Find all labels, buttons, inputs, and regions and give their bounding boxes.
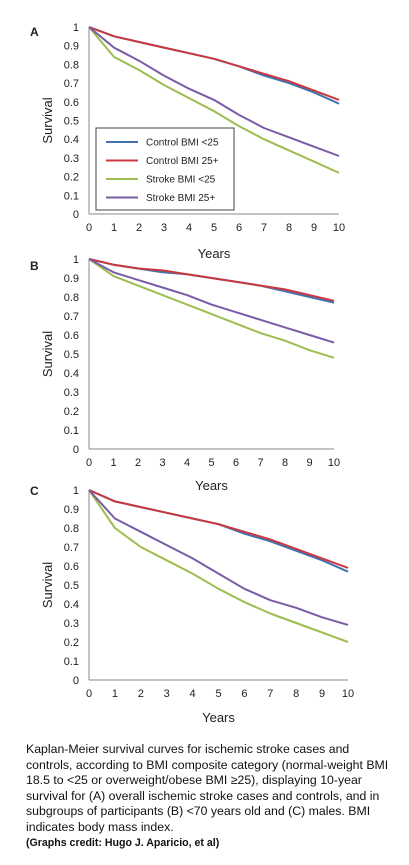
x-tick-label-a: 2: [136, 222, 142, 234]
y-axis-title-b: Survival: [40, 331, 55, 377]
series-line-c-3: [88, 489, 349, 643]
y-tick-label-b: 0: [73, 444, 79, 456]
series-line-a-3: [88, 26, 340, 174]
legend-label-2: Control BMI 25+: [146, 156, 219, 167]
x-tick-label-c: 5: [215, 688, 221, 700]
y-tick-label-b: 0.6: [64, 330, 79, 342]
x-tick-label-b: 1: [110, 457, 116, 469]
x-tick-label-b: 10: [328, 457, 340, 469]
survival-charts: A00.10.20.30.40.50.60.70.80.910 1 2 3 4 5 6 7 8 9…: [30, 22, 354, 725]
y-tick-label-b: 0.2: [64, 406, 79, 418]
figure-caption: Kaplan-Meier survival curves for ischemi…: [26, 742, 396, 851]
y-tick-label-c: 1: [73, 485, 79, 497]
series-line-b-3: [88, 258, 335, 359]
x-tick-label-c: 0: [86, 688, 92, 700]
y-tick-label-b: 0.3: [64, 387, 79, 399]
y-tick-label-c: 0.2: [64, 637, 79, 649]
x-tick-label-a: 10: [333, 222, 345, 234]
y-tick-label-c: 0.5: [64, 580, 79, 592]
y-tick-label-b: 0.9: [64, 273, 79, 285]
x-tick-label-a: 6: [236, 222, 242, 234]
y-tick-label-a: 0.6: [64, 97, 79, 109]
x-tick-label-c: 3: [164, 688, 170, 700]
y-tick-label-a: 0.2: [64, 172, 79, 184]
y-tick-label-a: 0.1: [64, 190, 79, 202]
panel-label-b: B: [30, 259, 39, 273]
y-tick-label-a: 0: [73, 209, 79, 221]
series-line-a-2: [88, 26, 340, 101]
y-tick-label-a: 0.7: [64, 78, 79, 90]
x-tick-label-a: 0: [86, 222, 92, 234]
y-tick-label-a: 0.9: [64, 41, 79, 53]
y-tick-label-a: 0.4: [64, 134, 79, 146]
y-tick-label-b: 0.7: [64, 311, 79, 323]
series-line-a-4: [88, 26, 340, 157]
legend-label-3: Stroke BMI <25: [146, 175, 216, 186]
x-tick-label-b: 2: [135, 457, 141, 469]
x-tick-label-a: 3: [161, 222, 167, 234]
x-tick-label-b: 6: [233, 457, 239, 469]
y-tick-label-c: 0: [73, 675, 79, 687]
x-tick-label-c: 9: [319, 688, 325, 700]
y-axis-title-c: Survival: [40, 562, 55, 608]
y-tick-label-b: 0.5: [64, 349, 79, 361]
series-line-c-4: [88, 489, 349, 626]
y-tick-label-b: 1: [73, 254, 79, 266]
x-tick-label-b: 9: [306, 457, 312, 469]
caption-text: Kaplan-Meier survival curves for ischemi…: [26, 742, 389, 834]
panel-label-a: A: [30, 25, 39, 39]
x-tick-label-a: 7: [261, 222, 267, 234]
x-tick-label-c: 7: [267, 688, 273, 700]
x-tick-label-a: 5: [211, 222, 217, 234]
x-tick-label-a: 8: [286, 222, 292, 234]
x-tick-label-b: 3: [159, 457, 165, 469]
x-tick-label-b: 7: [257, 457, 263, 469]
x-tick-label-a: 1: [111, 222, 117, 234]
y-tick-label-c: 0.4: [64, 599, 79, 611]
y-tick-label-c: 0.6: [64, 561, 79, 573]
y-tick-label-a: 1: [73, 22, 79, 34]
series-line-c-1: [88, 489, 349, 573]
x-tick-label-b: 0: [86, 457, 92, 469]
x-axis-title-b: Years: [195, 478, 228, 493]
y-tick-label-a: 0.8: [64, 59, 79, 71]
legend-label-1: Control BMI <25: [146, 138, 219, 149]
y-tick-label-a: 0.5: [64, 116, 79, 128]
x-tick-label-a: 9: [311, 222, 317, 234]
y-tick-label-c: 0.3: [64, 618, 79, 630]
x-tick-label-c: 8: [293, 688, 299, 700]
x-axis-title-a: Years: [198, 246, 231, 261]
y-tick-label-c: 0.9: [64, 504, 79, 516]
legend-label-4: Stroke BMI 25+: [146, 193, 215, 204]
caption-credit: (Graphs credit: Hugo J. Aparicio, et al): [26, 836, 220, 849]
y-tick-label-b: 0.1: [64, 425, 79, 437]
y-tick-label-c: 0.1: [64, 656, 79, 668]
x-tick-label-b: 5: [208, 457, 214, 469]
x-tick-label-b: 4: [184, 457, 190, 469]
x-tick-label-c: 2: [138, 688, 144, 700]
y-tick-label-b: 0.4: [64, 368, 79, 380]
x-axis-title-c: Years: [202, 710, 235, 725]
y-tick-label-c: 0.7: [64, 542, 79, 554]
x-tick-label-a: 4: [186, 222, 192, 234]
x-tick-label-b: 8: [282, 457, 288, 469]
panel-label-c: C: [30, 484, 39, 498]
y-tick-label-b: 0.8: [64, 292, 79, 304]
x-tick-label-c: 10: [342, 688, 354, 700]
y-tick-label-a: 0.3: [64, 153, 79, 165]
x-tick-label-c: 6: [241, 688, 247, 700]
series-line-c-2: [88, 489, 349, 569]
series-line-b-4: [88, 258, 335, 344]
y-tick-label-c: 0.8: [64, 523, 79, 535]
x-tick-label-c: 4: [190, 688, 196, 700]
y-axis-title-a: Survival: [40, 97, 55, 143]
x-tick-label-c: 1: [112, 688, 118, 700]
series-line-b-2: [88, 258, 335, 302]
